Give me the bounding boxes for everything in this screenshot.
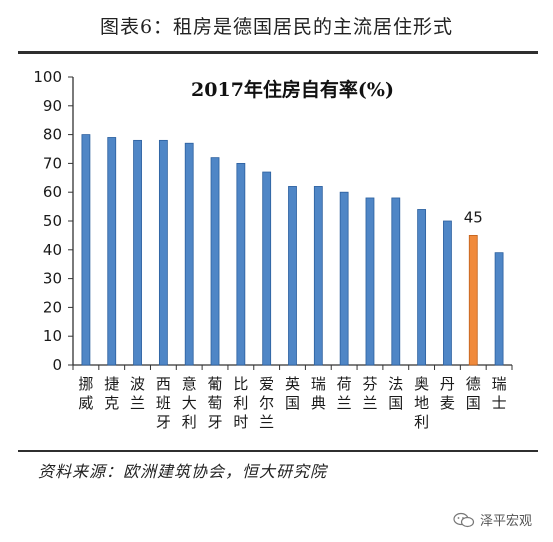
bar-9 (288, 186, 297, 366)
x-category-label: 挪威 (78, 375, 93, 412)
bar-3 (133, 139, 142, 366)
source-note: 资料来源：欧洲建筑协会，恒大研究院 (38, 462, 328, 481)
watermark-text: 泽平宏观 (480, 514, 533, 529)
wechat-icon (453, 512, 475, 527)
x-category-label: 英国 (285, 375, 300, 412)
data-label: 45 (464, 208, 483, 226)
watermark: 泽平宏观 (453, 510, 532, 529)
x-category-label: 法国 (388, 375, 403, 412)
y-tick-label: 40 (43, 241, 62, 259)
bar-7 (236, 162, 246, 366)
y-tick-label: 70 (43, 154, 62, 172)
x-category-label: 德国 (466, 375, 481, 412)
x-category-label: 意大利 (182, 375, 197, 431)
y-tick-label: 100 (33, 68, 62, 86)
x-category-label: 爱尔兰 (259, 375, 274, 431)
bar-6 (210, 157, 220, 366)
x-category-label: 瑞士 (492, 375, 507, 412)
x-category-label: 捷克 (104, 375, 119, 412)
top-rule (18, 51, 538, 54)
y-tick-label: 50 (43, 212, 62, 230)
chart-title: 2017年住房自有率(%) (191, 78, 394, 101)
y-tick-label: 10 (43, 327, 62, 345)
y-tick-label: 20 (43, 298, 62, 316)
y-tick-label: 60 (43, 183, 62, 201)
bar-14 (417, 209, 427, 366)
bar-chart: 2017年住房自有率(%) 0 10 20 30 40 50 60 70 80 90 100 挪威捷克波… (33, 68, 513, 431)
bar-2 (107, 137, 117, 366)
x-category-label: 芬兰 (362, 375, 377, 412)
x-category-label: 荷兰 (337, 375, 352, 412)
figure-title: 图表6：租房是德国居民的主流居住形式 (99, 16, 454, 38)
bar-16 (468, 234, 478, 366)
bar-8 (262, 171, 272, 366)
bar-13 (391, 197, 401, 366)
bar-1 (81, 134, 91, 366)
bar-11 (339, 191, 349, 366)
bottom-rule (18, 450, 538, 452)
bar-4 (158, 139, 168, 366)
x-category-label: 丹麦 (440, 375, 455, 412)
x-category-label: 西班牙 (156, 375, 171, 431)
x-category-label: 比利时 (233, 375, 248, 431)
bar-12 (365, 197, 375, 366)
bar-10 (313, 186, 323, 366)
y-tick-label: 90 (43, 97, 62, 115)
x-category-label: 波兰 (130, 375, 145, 412)
y-tick-label: 30 (43, 270, 62, 288)
bar-15 (443, 220, 452, 366)
bar-17 (494, 252, 504, 366)
x-category-label: 瑞典 (311, 375, 326, 412)
y-tick-label: 80 (43, 126, 62, 144)
y-tick-label: 0 (52, 356, 62, 374)
x-category-label: 葡萄牙 (208, 375, 223, 431)
x-category-label: 奥地利 (414, 375, 429, 431)
bar-5 (184, 142, 194, 366)
